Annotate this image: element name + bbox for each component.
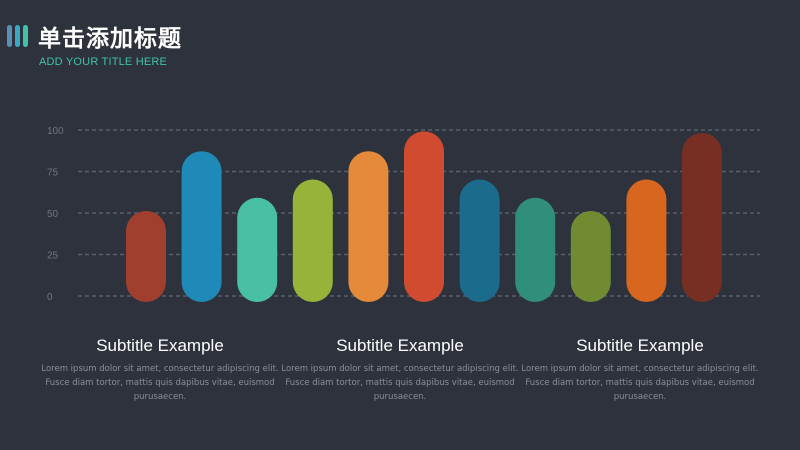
blurb-title: Subtitle Example	[336, 336, 464, 355]
bar	[515, 197, 556, 302]
bar	[682, 132, 722, 302]
blurb-body: Lorem ipsum dolor sit amet, consectetur …	[521, 364, 759, 402]
blurb-1: Subtitle Example Lorem ipsum dolor sit a…	[40, 336, 280, 404]
page-title: 单击添加标题	[38, 26, 182, 52]
blurb-3: Subtitle Example Lorem ipsum dolor sit a…	[520, 336, 760, 404]
bar	[181, 151, 222, 302]
y-tick-label: 50	[47, 209, 59, 220]
accent-bar	[15, 25, 20, 47]
blurb-body: Lorem ipsum dolor sit amet, consectetur …	[281, 364, 519, 402]
title-accent-bars	[7, 25, 31, 47]
blurb-2: Subtitle Example Lorem ipsum dolor sit a…	[280, 336, 520, 404]
y-tick-label: 25	[47, 251, 59, 262]
bar	[292, 179, 333, 302]
y-tick-label: 100	[47, 126, 64, 137]
bar	[626, 179, 667, 302]
y-tick-label: 0	[47, 292, 53, 303]
accent-bar	[7, 25, 12, 47]
page-subtitle: ADD YOUR TITLE HERE	[39, 56, 168, 68]
accent-bar	[23, 25, 28, 47]
y-tick-label: 75	[47, 168, 59, 179]
blurb-body: Lorem ipsum dolor sit amet, consectetur …	[41, 364, 279, 402]
bar	[237, 197, 278, 302]
blurb-title: Subtitle Example	[96, 336, 224, 355]
bar-chart: 100 75 50 25 0	[47, 126, 760, 303]
bar	[126, 211, 166, 302]
blurb-title: Subtitle Example	[576, 336, 704, 355]
bar	[348, 151, 389, 302]
bar	[404, 131, 444, 302]
bar	[459, 179, 500, 302]
bar	[570, 211, 611, 302]
